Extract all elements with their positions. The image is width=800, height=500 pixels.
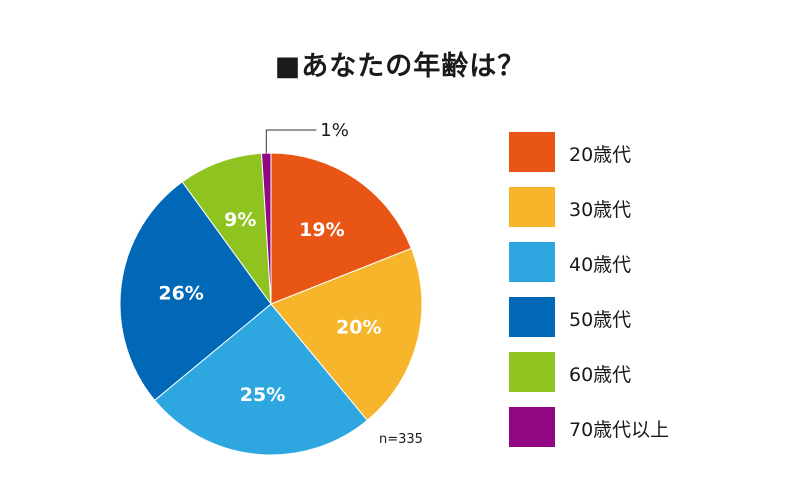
sample-size-note: n=335: [379, 432, 423, 447]
legend-item-30s: 30歳代: [509, 187, 769, 227]
pie-labels: 19% 20% 25% 26% 9% 1%: [158, 120, 381, 406]
legend-label-40s: 40歳代: [569, 254, 632, 276]
legend-label-50s: 50歳代: [569, 309, 632, 331]
slice-label-70s-plus: 1%: [320, 120, 349, 141]
legend-swatch-40s: [509, 242, 555, 282]
legend-item-50s: 50歳代: [509, 297, 769, 337]
legend-label-60s: 60歳代: [569, 364, 632, 386]
legend-item-60s: 60歳代: [509, 352, 769, 392]
legend-swatch-60s: [509, 352, 555, 392]
pie-slices: [119, 152, 423, 456]
slice-label-50s: 26%: [158, 283, 203, 305]
legend-item-70s-plus: 70歳代以上: [509, 407, 769, 447]
slice-label-20s: 19%: [299, 219, 344, 241]
slice-label-40s: 25%: [240, 384, 285, 406]
slice-label-60s: 9%: [224, 209, 256, 231]
legend-swatch-70s-plus: [509, 407, 555, 447]
legend: 20歳代 30歳代 40歳代 50歳代 60歳代 70歳代以上: [509, 132, 769, 452]
pie-slice-30s: [270, 247, 423, 422]
pie-slice-40s: [153, 303, 368, 456]
chart-title: ■あなたの年齢は？: [274, 51, 526, 82]
pie-chart: 19% 20% 25% 26% 9% 1% n=335: [119, 120, 423, 456]
legend-swatch-50s: [509, 297, 555, 337]
legend-swatch-20s: [509, 132, 555, 172]
pie-slice-50s: [119, 181, 272, 401]
legend-item-40s: 40歳代: [509, 242, 769, 282]
pie-slice-60s: [181, 152, 272, 306]
legend-label-70s-plus: 70歳代以上: [569, 419, 670, 441]
legend-item-20s: 20歳代: [509, 132, 769, 172]
leader-line-70s-plus: [265, 129, 317, 154]
pie-slice-20s: [270, 152, 413, 305]
legend-label-30s: 30歳代: [569, 199, 632, 221]
slice-label-30s: 20%: [336, 317, 381, 339]
legend-label-20s: 20歳代: [569, 144, 632, 166]
legend-swatch-30s: [509, 187, 555, 227]
